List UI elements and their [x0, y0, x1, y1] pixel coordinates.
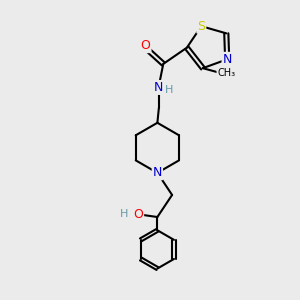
Text: N: N [223, 53, 232, 66]
Text: N: N [154, 81, 164, 94]
Text: O: O [141, 39, 151, 52]
Text: S: S [197, 20, 205, 33]
Text: H: H [165, 85, 173, 95]
Text: H: H [120, 209, 129, 219]
Text: O: O [133, 208, 143, 220]
Text: CH₃: CH₃ [217, 68, 236, 78]
Text: N: N [153, 167, 162, 179]
